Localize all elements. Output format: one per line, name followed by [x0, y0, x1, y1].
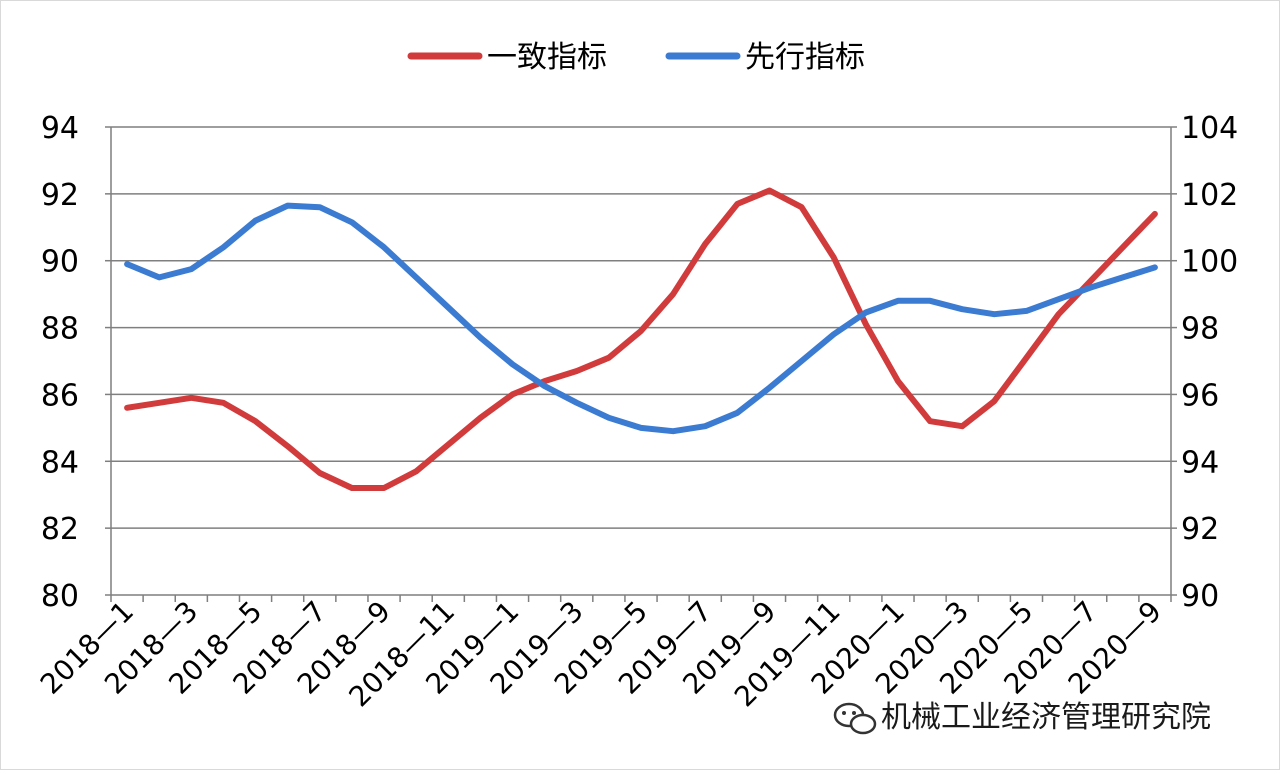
- watermark: 机械工业经济管理研究院: [833, 700, 1211, 735]
- y-right-tick-label: 92: [1181, 512, 1219, 547]
- wechat-icon: [833, 702, 877, 735]
- legend-label-consistent: 一致指标: [487, 40, 607, 75]
- y-left-tick-label: 86: [41, 378, 79, 413]
- watermark-text: 机械工业经济管理研究院: [881, 700, 1211, 735]
- series-lines: [124, 187, 1158, 491]
- y-right-tick-label: 98: [1181, 312, 1219, 347]
- y-right-tick-label: 94: [1181, 445, 1219, 480]
- y-left-tick-label: 84: [41, 445, 79, 480]
- series-line-consistent: [124, 187, 1158, 491]
- legend: 一致指标 先行指标: [407, 40, 865, 75]
- y-left-tick-label: 92: [41, 178, 79, 213]
- y-right-tick-label: 90: [1181, 579, 1219, 614]
- y-left-tick-label: 82: [41, 512, 79, 547]
- y-right-tick-label: 104: [1181, 111, 1238, 146]
- legend-label-leading: 先行指标: [745, 40, 865, 75]
- y-left-tick-label: 88: [41, 312, 79, 347]
- y-right-tick-label: 100: [1181, 245, 1238, 280]
- y-left-tick-label: 94: [41, 111, 79, 146]
- grid-lines: [111, 126, 1171, 596]
- y-left-tick-label: 90: [41, 245, 79, 280]
- y-right-tick-label: 96: [1181, 378, 1219, 413]
- y-right-tick-label: 102: [1181, 178, 1238, 213]
- y-left-tick-label: 80: [41, 579, 79, 614]
- series-line-leading: [124, 202, 1158, 435]
- axes: [105, 126, 1177, 602]
